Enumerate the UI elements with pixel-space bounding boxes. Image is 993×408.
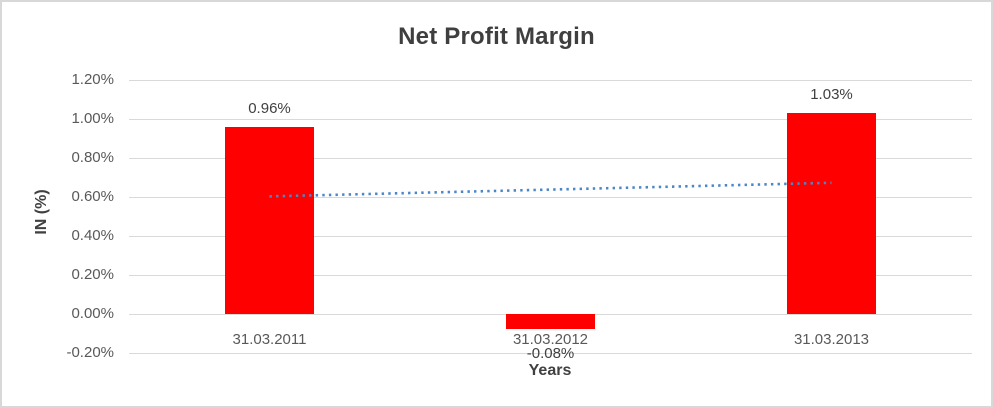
gridline bbox=[129, 118, 972, 120]
y-tick-label: 1.00% bbox=[71, 109, 114, 127]
bar bbox=[787, 113, 876, 314]
x-tick-label: 31.03.2011 bbox=[232, 330, 307, 348]
y-tick-label: 1.20% bbox=[71, 71, 114, 88]
chart-title: Net Profit Margin bbox=[398, 23, 595, 50]
y-tick-label: 0.40% bbox=[71, 226, 114, 244]
bar-data-label: -0.08% bbox=[526, 345, 575, 363]
y-tick-label: 0.60% bbox=[71, 187, 114, 205]
x-tick-label: 31.03.2013 bbox=[793, 330, 870, 348]
bar bbox=[506, 313, 595, 330]
bar-data-label: 1.03% bbox=[810, 86, 853, 104]
y-tick-label: 0.20% bbox=[71, 265, 114, 283]
gridline bbox=[129, 157, 972, 159]
x-tick-label: 31.03.2012 bbox=[512, 330, 589, 348]
bar-data-label: 0.96% bbox=[248, 99, 291, 117]
gridline bbox=[129, 274, 972, 276]
y-tick-label: 0.00% bbox=[71, 304, 114, 322]
x-axis-title: Years bbox=[528, 362, 572, 379]
gridline bbox=[129, 235, 972, 237]
gridline bbox=[129, 352, 972, 354]
gridline bbox=[129, 80, 972, 81]
bar bbox=[225, 126, 314, 314]
y-tick-label: -0.20% bbox=[66, 343, 114, 361]
y-tick-label: 0.80% bbox=[71, 148, 114, 166]
y-axis-title: IN (%) bbox=[33, 189, 50, 235]
